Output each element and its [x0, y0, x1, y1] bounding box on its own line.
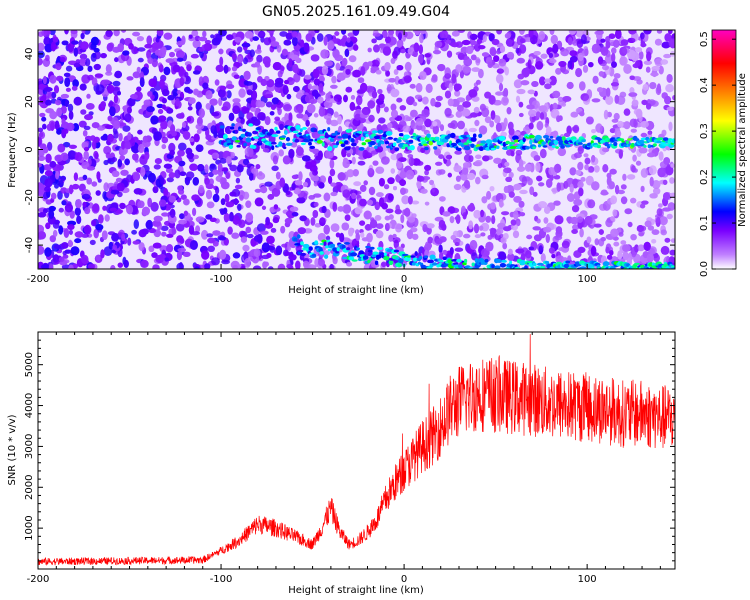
spectrogram-xtick-label: 100: [578, 274, 597, 285]
snr-ylabel: SNR (10 * v/v): [7, 414, 18, 485]
snr-ytick-label: 3000: [24, 434, 35, 459]
spectrogram-ytick-label: 20: [24, 95, 35, 108]
snr-ytick-label: 4000: [24, 393, 35, 418]
colorbar-tick-label: 0.0: [699, 261, 710, 277]
colorbar-tick-label: 0.4: [699, 77, 710, 93]
snr-xtick-label: 0: [401, 574, 407, 585]
spectrogram-xtick-label: -100: [210, 274, 233, 285]
spectrogram-ytick-label: -40: [24, 237, 35, 253]
spectrogram-ytick-label: -20: [24, 189, 35, 205]
spectrogram-ytick-label: 40: [24, 48, 35, 61]
colorbar: 0.0 0.1 0.2 0.3 0.4 0.5 Normalized spectral a…: [699, 29, 748, 277]
spectrogram-xlabel: Height of straight line (km): [288, 285, 424, 296]
snr-xtick-label: -100: [210, 574, 233, 585]
snr-panel: -200 -100 0 100 1000 2000 3000 4000 5000 SNR (10…: [7, 331, 676, 596]
colorbar-tick-label: 0.5: [699, 31, 710, 47]
snr-frame: [37, 331, 676, 570]
snr-ytick-label: 2000: [24, 475, 35, 500]
snr-ytick-label: 1000: [24, 515, 35, 540]
spectrogram-xtick-label: 0: [401, 274, 407, 285]
colorbar-gradient: [711, 29, 737, 270]
spectrogram-ytick-label: 0: [24, 146, 35, 152]
colorbar-tick-label: 0.3: [699, 123, 710, 139]
snr-ytick-label: 5000: [24, 352, 35, 377]
snr-xtick-label: 100: [578, 574, 597, 585]
spectrogram-xtick-label: -200: [27, 274, 50, 285]
colorbar-tick-label: 0.1: [699, 215, 710, 231]
snr-xlabel: Height of straight line (km): [288, 585, 424, 596]
colorbar-label: Normalized spectral amplitude: [737, 73, 748, 227]
chart-title: GN05.2025.161.09.49.G04: [262, 4, 450, 20]
snr-series-line: [38, 334, 675, 566]
spectrogram-heatmap: [38, 30, 675, 269]
snr-xtick-label: -200: [27, 574, 50, 585]
colorbar-tick-label: 0.2: [699, 169, 710, 185]
spectrogram-ylabel: Frequency (Hz): [7, 112, 18, 188]
